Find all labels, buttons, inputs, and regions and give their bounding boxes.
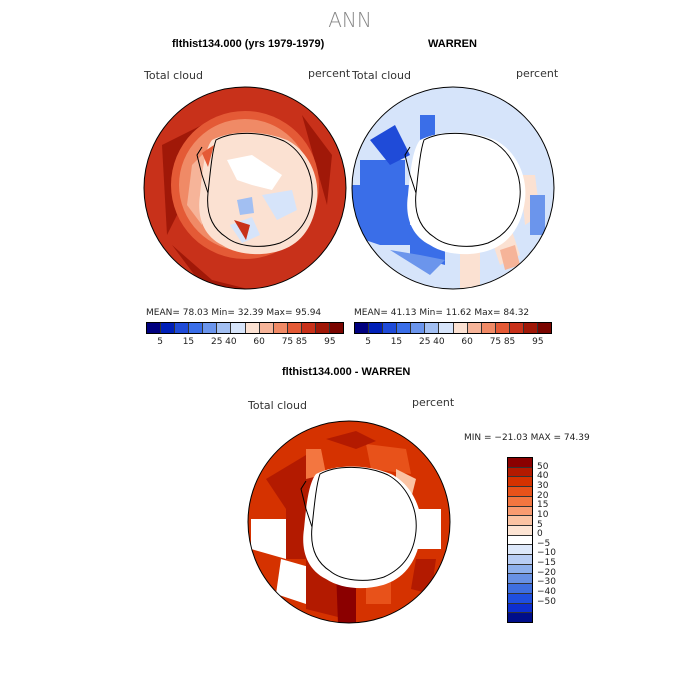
colorbar-swatch [315,323,331,333]
colorbar-tick-label: 40 [537,471,549,482]
colorbar-swatch [439,323,454,333]
colorbar-swatch [508,496,532,507]
colorbar-tick-label: 75 [281,337,294,347]
colorbar-swatch [411,323,426,333]
diff-units-label: percent [412,396,455,409]
colorbar-swatch [508,467,532,478]
colorbar-swatch [231,323,246,333]
colorbar-tick-label: 25 [210,337,223,347]
panel1-variable-label: Total cloud [144,69,203,82]
colorbar-swatch [508,458,532,468]
colorbar-swatch [453,323,468,333]
colorbar-tick-label: 5 [365,337,372,347]
diff-minmax: MIN = −21.03 MAX = 74.39 [464,433,590,443]
colorbar-swatch [495,323,510,333]
panel2-colorbar: 5 15 25 40 60 75 85 95 [354,322,552,348]
colorbar-swatch [203,323,218,333]
colorbar-swatch [538,323,552,333]
colorbar-swatch [301,323,316,333]
colorbar-swatch [509,323,524,333]
panel1-units-label: percent [308,67,351,80]
colorbar-tick-label: 15 [390,337,403,347]
diff-panel-title: flthist134.000 - WARREN [282,366,411,378]
colorbar-swatch [508,584,532,594]
colorbar-tick-label: 30 [537,480,549,491]
colorbar-tick-label: 95 [532,337,544,347]
colorbar-tick-label: 25 [418,337,431,347]
colorbar-tick-label: 95 [324,337,336,347]
colorbar-swatch [508,574,532,585]
panel2-units-label: percent [516,67,559,80]
colorbar-swatch [481,323,496,333]
colorbar-tick-label: −40 [537,587,556,598]
colorbar-tick-label: 20 [537,490,549,501]
colorbar-swatch [508,516,532,526]
colorbar-tick-label: 0 [537,529,543,540]
panel2-variable-label: Total cloud [352,69,411,82]
colorbar-tick-label: 40 [225,337,237,347]
colorbar-tick-label: 60 [253,337,265,347]
colorbar-swatch [397,323,412,333]
colorbar-swatch [508,603,532,614]
colorbar-swatch [330,323,344,333]
colorbar-swatch [245,323,260,333]
colorbar-swatch [508,506,532,517]
colorbar-swatch [508,525,532,536]
colorbar-swatch [467,323,482,333]
colorbar-swatch [508,555,532,565]
colorbar-swatch [508,487,532,497]
panel1-colorbar: 5 15 25 40 60 75 85 95 [146,322,344,348]
colorbar-tick-label: 50 [537,461,549,472]
colorbar-tick-label: −5 [537,538,551,549]
colorbar-tick-label: 75 [489,337,502,347]
colorbar-swatch [508,564,532,575]
colorbar-tick-label: 5 [537,519,543,530]
colorbar-swatch [369,323,384,333]
diff-colorbar: 50 40 30 20 15 10 5 0 −5 −10 −15 −20 −30 −40 −50 [507,457,556,623]
colorbar-tick-label: 5 [157,337,164,347]
panel1-polar-map [143,86,347,290]
panel1-title: flthist134.000 (yrs 1979-1979) [172,38,325,50]
colorbar-tick-label: 10 [537,509,549,520]
colorbar-tick-label: −20 [537,567,556,578]
colorbar-tick-label: 60 [461,337,473,347]
colorbar-tick-label: −30 [537,577,556,588]
diff-variable-label: Total cloud [248,399,307,412]
colorbar-swatch [217,323,232,333]
colorbar-swatch [259,323,274,333]
colorbar-tick-label: 85 [295,337,308,347]
panel2-polar-map [351,86,555,290]
colorbar-swatch [273,323,288,333]
colorbar-tick-label: 15 [537,500,549,511]
colorbar-tick-label: −10 [537,548,556,559]
colorbar-swatch [508,535,532,546]
colorbar-swatch [189,323,204,333]
colorbar-tick-label: −50 [537,596,556,607]
panel1-statistics: MEAN= 78.03 Min= 32.39 Max= 95.94 [146,308,322,318]
colorbar-swatch [287,323,302,333]
colorbar-tick-label: −15 [537,558,556,569]
colorbar-swatch [508,545,532,556]
colorbar-swatch [508,613,532,622]
colorbar-tick-label: 15 [182,337,195,347]
colorbar-swatch [523,323,539,333]
colorbar-swatch [175,323,190,333]
colorbar-tick-label: 40 [433,337,445,347]
colorbar-swatch [383,323,398,333]
figure-title: ANN [328,8,372,32]
diff-polar-map [247,420,451,624]
colorbar-swatch [425,323,440,333]
colorbar-tick-label: 85 [503,337,516,347]
colorbar-swatch [508,477,532,488]
colorbar-swatch [508,593,532,604]
colorbar-swatch [147,323,162,333]
panel2-statistics: MEAN= 41.13 Min= 11.62 Max= 84.32 [354,308,530,318]
colorbar-swatch [355,323,370,333]
panel2-title: WARREN [428,38,477,50]
colorbar-swatch [161,323,176,333]
